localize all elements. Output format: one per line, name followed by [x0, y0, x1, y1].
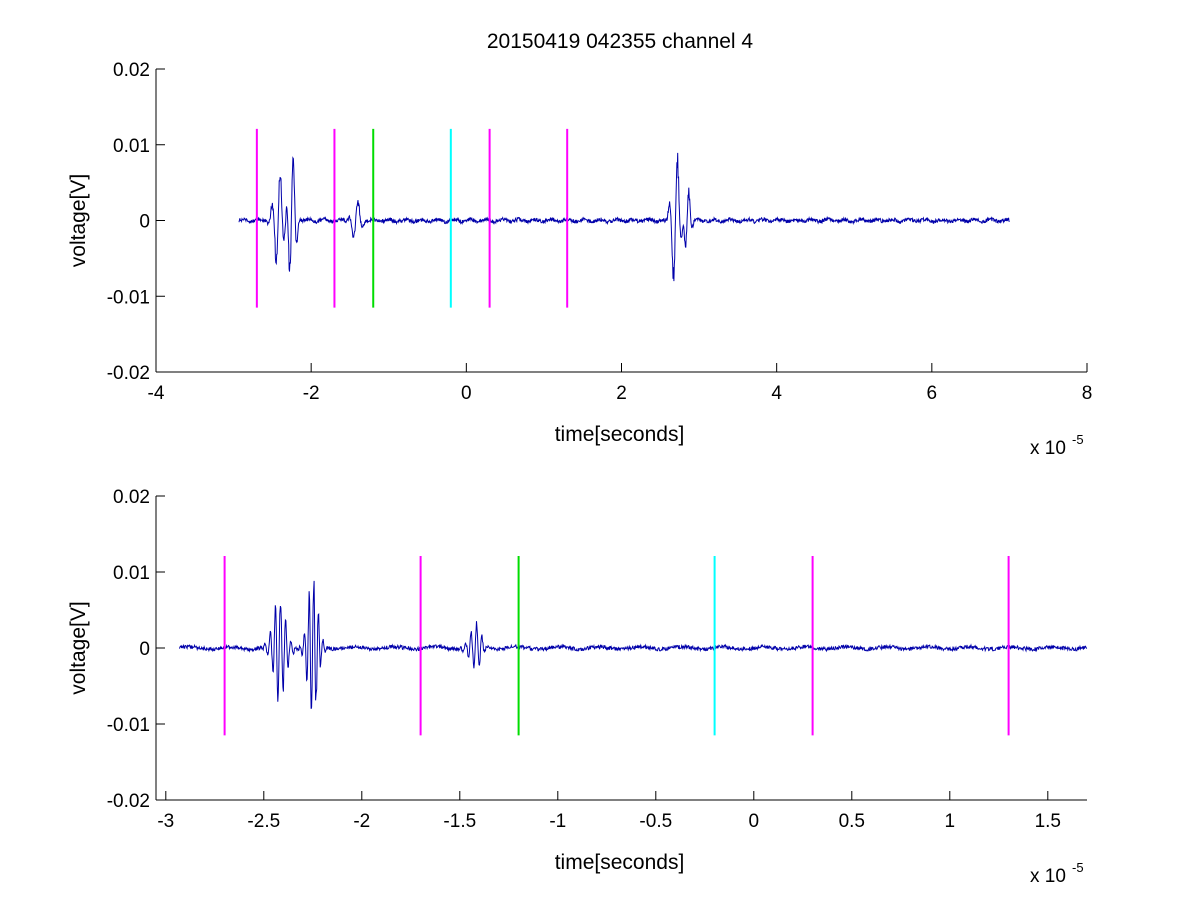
y-tick-label: 0.02: [113, 60, 150, 81]
x-tick-label: 2: [616, 383, 627, 404]
x-tick-label: -3: [157, 811, 174, 832]
x-tick-label: -1: [549, 811, 566, 832]
y-tick-label: -0.01: [107, 715, 150, 736]
x-exponent-power: -5: [1072, 860, 1084, 875]
x-tick-label: -2: [303, 383, 320, 404]
x-tick-label: -0.5: [639, 811, 672, 832]
y-tick-label: -0.02: [107, 363, 150, 384]
signal-trace: [238, 152, 1010, 282]
x-tick-label: 4: [771, 383, 782, 404]
y-tick-label: 0.02: [113, 487, 150, 508]
y-axis-label: voltage[V]: [67, 601, 90, 694]
figure-title: 20150419 042355 channel 4: [487, 30, 754, 53]
x-tick-label: 1: [945, 811, 956, 832]
y-tick-label: 0.01: [113, 563, 150, 584]
x-tick-label: 8: [1082, 383, 1093, 404]
x-tick-label: 0: [749, 811, 760, 832]
x-tick-label: -1.5: [443, 811, 476, 832]
y-tick-label: 0: [139, 639, 150, 660]
bottom-plot: -0.02 -0.01 0 0.01 0.02 -3 -2.5 -2 -1.5 -1 -0.5 0 0.…: [67, 487, 1088, 887]
y-tick-label: -0.01: [107, 287, 150, 308]
x-exponent-power: -5: [1072, 432, 1084, 447]
x-axis-label: time[seconds]: [555, 423, 685, 446]
x-tick-label: 6: [927, 383, 938, 404]
y-tick-label: -0.02: [107, 791, 150, 812]
x-tick-label: -4: [148, 383, 165, 404]
y-tick-label: 0.01: [113, 136, 150, 157]
x-exponent-label: x 10: [1030, 866, 1066, 887]
top-plot: -0.02 -0.01 0 0.01 0.02 -4 -2 0 2 4 6 8 time[seconds…: [67, 60, 1092, 459]
x-tick-label: 0.5: [839, 811, 865, 832]
x-axis-label: time[seconds]: [555, 851, 685, 874]
y-tick-label: 0: [139, 212, 150, 233]
signal-trace: [179, 580, 1088, 709]
x-tick-label: -2: [353, 811, 370, 832]
x-tick-label: -2.5: [247, 811, 280, 832]
y-axis-label: voltage[V]: [67, 174, 90, 267]
x-tick-label: 0: [461, 383, 472, 404]
x-tick-label: 1.5: [1035, 811, 1061, 832]
x-exponent-label: x 10: [1030, 438, 1066, 459]
